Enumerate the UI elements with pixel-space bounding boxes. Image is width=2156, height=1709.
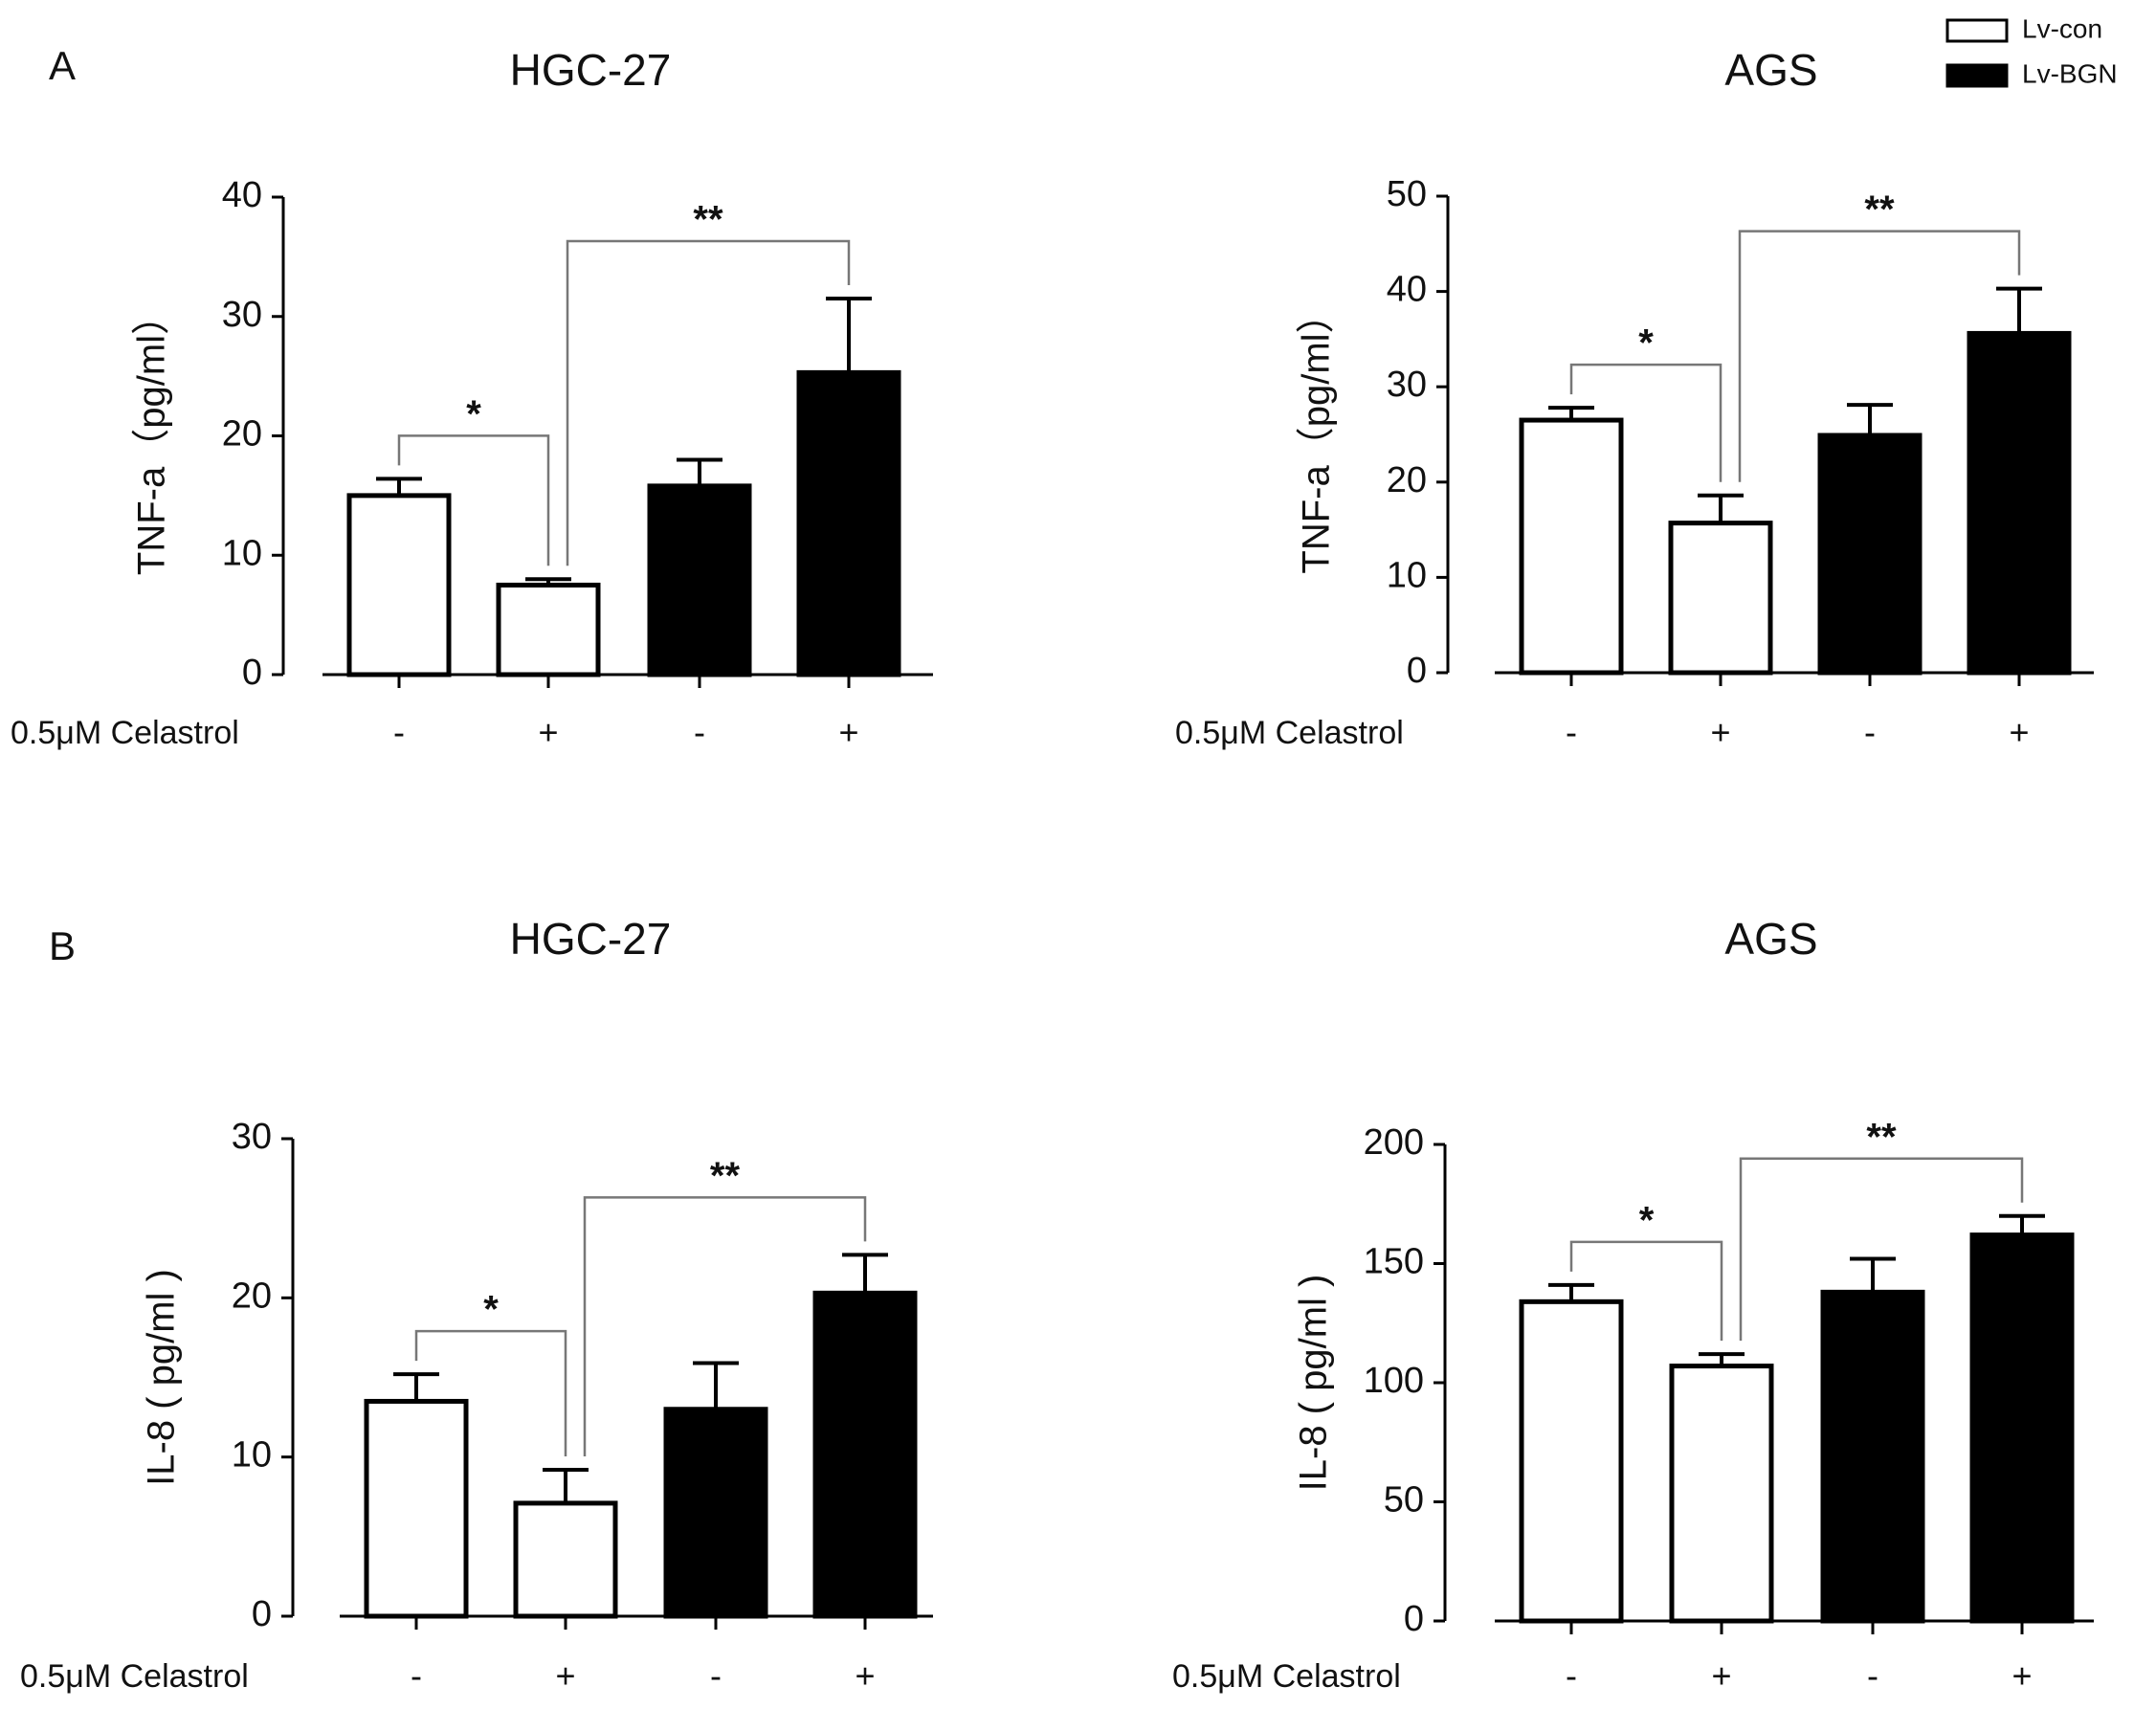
significance-bracket [1739, 1157, 2024, 1342]
bar [513, 1500, 618, 1619]
bar [1669, 1364, 1774, 1624]
y-tick-label: 0 [1407, 651, 1427, 691]
x-tick-label: - [694, 713, 705, 752]
significance-label: * [483, 1289, 499, 1331]
x-tick-label: + [1710, 713, 1730, 752]
x-tick-label: - [1867, 1656, 1878, 1696]
chart-title: HGC-27 [510, 914, 672, 964]
bar [364, 1398, 469, 1619]
bar [1817, 433, 1923, 676]
significance-bracket [566, 239, 851, 566]
x-tick-label: - [1566, 1656, 1577, 1696]
significance-label: * [1639, 1199, 1655, 1241]
bar [1668, 521, 1773, 676]
bar [346, 493, 452, 677]
bar [1519, 1298, 1624, 1624]
y-tick-label: 20 [222, 414, 262, 455]
chart-title: AGS [1724, 914, 1817, 964]
y-tick-label: 10 [1387, 555, 1427, 595]
legend-swatch [1945, 18, 2009, 43]
significance-bracket [1569, 1240, 1723, 1342]
bar [663, 1407, 768, 1619]
y-tick-label: 10 [232, 1435, 272, 1476]
x-tick-label: - [393, 713, 405, 752]
bar [812, 1290, 918, 1619]
bar [647, 483, 752, 677]
y-tick-label: 20 [1387, 460, 1427, 500]
y-axis-label: IL-8 ( pg/ml ) [1293, 1275, 1335, 1492]
bar [1820, 1289, 1925, 1624]
x-tick-label: + [1711, 1656, 1731, 1696]
panel-letter: A [49, 43, 76, 88]
legend-label: Lv-con [2022, 13, 2102, 43]
x-tick-label: - [710, 1656, 722, 1696]
y-tick-label: 100 [1364, 1361, 1424, 1401]
significance-bracket [1738, 230, 2021, 482]
significance-bracket [397, 434, 550, 566]
x-axis-label: 0.5μM Celastrol [1175, 715, 1404, 751]
legend-label: Lv-BGN [2022, 58, 2118, 88]
significance-label: ** [710, 1155, 741, 1197]
significance-bracket [583, 1196, 867, 1456]
y-tick-label: 20 [232, 1276, 272, 1316]
x-tick-label: - [1864, 713, 1876, 752]
x-tick-label: + [2012, 1656, 2032, 1696]
x-tick-label: + [555, 1656, 575, 1696]
x-axis-label: 0.5μM Celastrol [1172, 1658, 1401, 1695]
significance-label: * [1638, 322, 1654, 365]
y-tick-label: 40 [1387, 270, 1427, 310]
chart-title: AGS [1724, 45, 1817, 95]
y-axis-label: TNF-a（pg/ml） [1296, 295, 1338, 573]
x-tick-label: - [411, 1656, 422, 1696]
y-tick-label: 30 [232, 1117, 272, 1157]
significance-bracket [1569, 363, 1723, 482]
y-tick-label: 0 [1404, 1599, 1424, 1639]
x-axis-label: 0.5μM Celastrol [11, 715, 239, 751]
significance-label: * [466, 393, 481, 435]
x-tick-label: + [2009, 713, 2029, 752]
legend-swatch [1945, 63, 2009, 88]
bar [496, 582, 601, 677]
y-tick-label: 0 [242, 653, 262, 693]
y-tick-label: 40 [222, 175, 262, 215]
y-tick-label: 150 [1364, 1242, 1424, 1282]
y-axis-label: IL-8 ( pg/ml ) [141, 1269, 183, 1486]
significance-label: ** [1866, 1116, 1897, 1158]
chart-title: HGC-27 [510, 45, 672, 95]
bar [1969, 1232, 2075, 1624]
significance-label: ** [1864, 189, 1895, 231]
x-tick-label: - [1566, 713, 1577, 752]
y-tick-label: 10 [222, 533, 262, 573]
significance-label: ** [693, 199, 723, 241]
x-tick-label: + [838, 713, 858, 752]
panel-letter: B [49, 923, 76, 968]
bar [1967, 330, 2072, 676]
bar [796, 369, 901, 677]
x-tick-label: + [855, 1656, 875, 1696]
x-tick-label: + [538, 713, 558, 752]
bar [1519, 417, 1624, 676]
y-tick-label: 200 [1364, 1122, 1424, 1163]
y-tick-label: 30 [222, 295, 262, 335]
y-tick-label: 50 [1387, 174, 1427, 214]
y-tick-label: 30 [1387, 365, 1427, 405]
x-axis-label: 0.5μM Celastrol [20, 1658, 249, 1695]
y-tick-label: 0 [252, 1594, 272, 1634]
significance-bracket [414, 1329, 567, 1456]
y-axis-label: TNF-a（pg/ml） [131, 297, 173, 575]
y-tick-label: 50 [1384, 1480, 1424, 1520]
